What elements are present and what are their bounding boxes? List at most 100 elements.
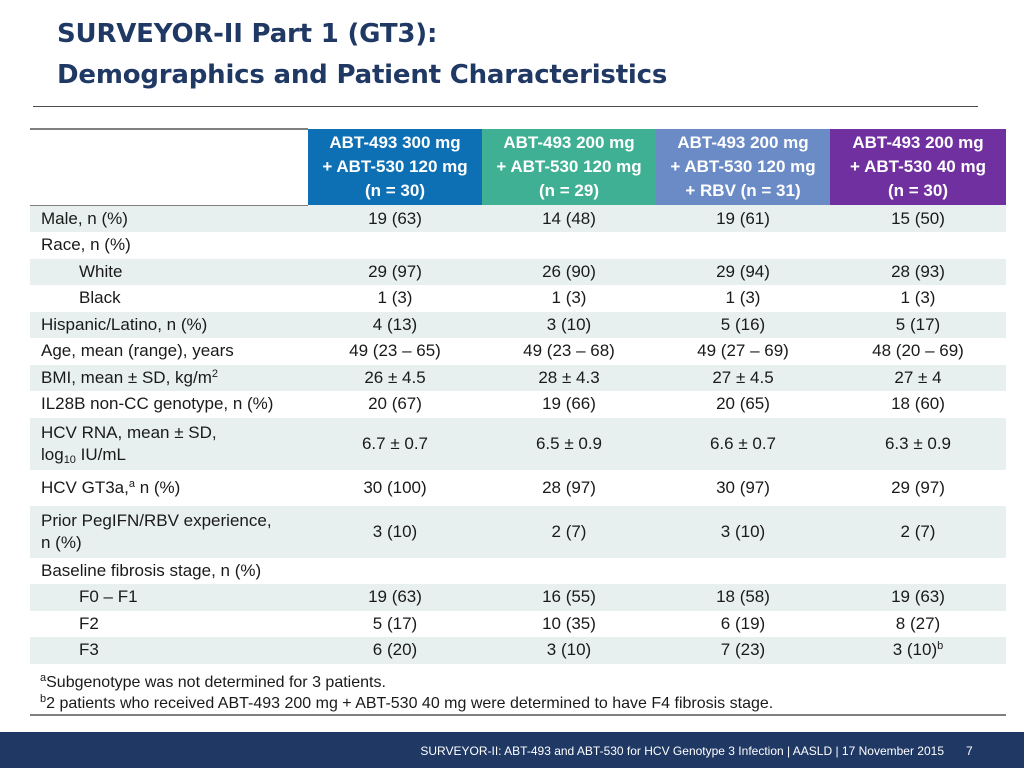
table-cell: 2 (7) [482,505,656,558]
table-header-row: ABT-493 300 mg + ABT-530 120 mg (n = 30)… [30,128,1006,206]
header-group-1-line-1: ABT-493 300 mg [329,133,461,152]
superscript: b [937,640,944,653]
superscript: 2 [211,367,218,380]
table-row-f2: F2 5 (17) 10 (35) 6 (19) 8 (27) [30,611,1006,638]
table-cell: 20 (67) [368,394,422,414]
table-cell: 16 (55) [482,584,656,611]
row-label: F0 – F1 [30,584,308,611]
footnote-marker: b [40,693,47,705]
table-cell: 49 (23 – 65) [349,341,441,361]
footer-text: SURVEYOR-II: ABT-493 and ABT-530 for HCV… [420,744,944,758]
table-cell: 4 (13) [308,311,482,338]
table-cell: 8 (27) [895,613,941,633]
table-cell: 30 (97) [716,477,770,497]
table-cell: 6 (20) [308,637,482,664]
table-cell: 48 (20 – 69) [872,341,964,361]
row-label-line-1: HCV RNA, mean ± SD, [41,422,217,442]
table-cell: 49 (27 – 69) [697,341,789,361]
table-cell: 29 (97) [308,258,482,285]
header-group-4: ABT-493 200 mg + ABT-530 40 mg (n = 30) [830,129,1006,205]
table-cell: 26 (90) [482,258,656,285]
row-label-line-1: Prior PegIFN/RBV experience, [41,510,272,530]
row-label: Prior PegIFN/RBV experience, n (%) [30,505,308,558]
row-label: Male, n (%) [30,205,308,232]
table-cell: 27 ± 4 [830,364,1006,391]
table-cell [308,232,482,259]
table-cell [656,558,830,585]
header-group-1-line-3: (n = 30) [365,181,425,200]
row-label: BMI, mean ± SD, kg/m2 [30,364,308,391]
table-cell [482,232,656,259]
table-cell: 28 (97) [542,477,596,497]
table-row-fibrosis: Baseline fibrosis stage, n (%) [30,558,1006,585]
header-group-3-line-3: + RBV (n = 31) [685,181,801,200]
footnote-a: aSubgenotype was not determined for 3 pa… [40,672,773,693]
table-cell: 6.7 ± 0.7 [308,417,482,470]
table-cell: 20 (65) [716,394,770,414]
header-group-2-line-2: + ABT-530 120 mg [496,157,642,176]
page-number: 7 [966,744,973,758]
table-row-prior-experience: Prior PegIFN/RBV experience, n (%) 3 (10… [30,505,1006,558]
header-group-3-line-1: ABT-493 200 mg [677,133,809,152]
title-divider [33,106,978,107]
table-row-black: Black 1 (3) 1 (3) 1 (3) 1 (3) [30,285,1006,312]
log-text: log [41,444,64,464]
table-cell: 15 (50) [830,205,1006,232]
slide-title-line-2: Demographics and Patient Characteristics [57,60,668,90]
table-cell: 6.3 ± 0.9 [830,417,1006,470]
table-cell: 10 (35) [542,613,596,633]
row-label: Black [79,288,121,308]
table-cell: 5 (16) [656,311,830,338]
row-label-text: BMI, mean ± SD, kg/m [41,367,212,387]
table-cell [656,232,830,259]
table-row-hcv-rna: HCV RNA, mean ± SD, log10 IU/mL 6.7 ± 0.… [30,417,1006,470]
table-cell: 6.6 ± 0.7 [656,417,830,470]
row-label-line-2: n (%) [41,532,82,552]
row-label: Baseline fibrosis stage, n (%) [41,560,262,580]
row-label: F3 [30,637,308,664]
footnotes: aSubgenotype was not determined for 3 pa… [40,672,773,714]
header-group-1: ABT-493 300 mg + ABT-530 120 mg (n = 30) [308,129,482,205]
header-group-3: ABT-493 200 mg + ABT-530 120 mg + RBV (n… [656,129,830,205]
footnote-divider [30,714,1006,716]
cell-value: 3 (10) [892,640,938,660]
row-label-line-2: log10 IU/mL [41,444,304,466]
table-cell: 19 (61) [656,205,830,232]
footnote-b: b2 patients who received ABT-493 200 mg … [40,693,773,714]
table-cell: 5 (17) [830,311,1006,338]
header-group-4-line-2: + ABT-530 40 mg [850,157,986,176]
table-cell: 3 (10) [656,505,830,558]
table-row-f0-f1: F0 – F1 19 (63) 16 (55) 18 (58) 19 (63) [30,584,1006,611]
footnote-text: Subgenotype was not determined for 3 pat… [46,674,386,691]
table-row-race: Race, n (%) [30,232,1006,259]
table-cell: 27 ± 4.5 [656,364,830,391]
header-empty-cell [30,128,308,206]
superscript: a [128,477,135,490]
row-label: Age, mean (range), years [41,341,234,361]
footnote-text: 2 patients who received ABT-493 200 mg +… [46,695,774,712]
header-group-2-line-1: ABT-493 200 mg [503,133,635,152]
table-cell [830,232,1006,259]
table-cell: 1 (3) [900,288,936,308]
table-cell: 7 (23) [656,637,830,664]
table-cell: 2 (7) [830,505,1006,558]
row-label: Hispanic/Latino, n (%) [30,311,308,338]
table-cell: 19 (63) [830,584,1006,611]
table-cell: 26 ± 4.5 [308,364,482,391]
table-cell [830,558,1006,585]
table-row-f3: F3 6 (20) 3 (10) 7 (23) 3 (10)b [30,637,1006,664]
row-label-text: HCV GT3a, [41,477,129,497]
table-cell: 29 (97) [891,477,945,497]
header-group-4-line-1: ABT-493 200 mg [852,133,984,152]
unit-text: IU/mL [75,444,126,464]
subscript: 10 [63,453,76,466]
table-cell: 49 (23 – 68) [523,341,615,361]
row-label: Race, n (%) [41,235,131,255]
footnote-marker: a [40,672,47,684]
table-cell: 29 (94) [656,258,830,285]
table-cell: 19 (66) [542,394,596,414]
slide-title-line-1: SURVEYOR-II Part 1 (GT3): [57,19,438,49]
row-label: F2 [79,613,99,633]
table-cell: 5 (17) [372,613,418,633]
header-group-4-line-3: (n = 30) [888,181,948,200]
